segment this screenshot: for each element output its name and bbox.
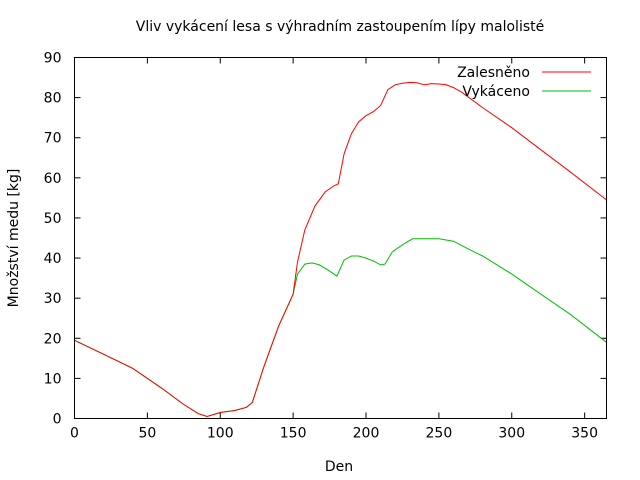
- y-tick-label: 20: [44, 331, 62, 347]
- y-tick-label: 60: [44, 171, 62, 187]
- plot-border: [74, 57, 607, 419]
- y-tick-label: 0: [53, 412, 62, 428]
- series-line-zalesněno: [74, 81, 607, 418]
- y-tick-label: 50: [44, 211, 62, 227]
- legend: Zalesněno Vykáceno: [457, 65, 591, 100]
- y-tick-label: 30: [44, 291, 62, 307]
- y-axis-label: Množství medu [kg]: [6, 169, 22, 308]
- x-tick-label: 350: [571, 426, 598, 442]
- y-tick-label: 90: [44, 51, 62, 67]
- y-tick-label: 40: [44, 251, 62, 267]
- series-line-vykáceno: [74, 238, 607, 418]
- x-tick-label: 100: [207, 426, 234, 442]
- y-tick-label: 10: [44, 371, 62, 387]
- chart-title: Vliv vykácení lesa s výhradním zastoupen…: [136, 19, 544, 35]
- y-tick-label: 80: [44, 91, 62, 107]
- x-tick-label: 50: [138, 426, 156, 442]
- y-tick-label: 70: [44, 131, 62, 147]
- series-layer: [74, 81, 607, 418]
- x-axis-label: Den: [325, 459, 353, 475]
- x-tick-label: 250: [426, 426, 453, 442]
- legend-label: Vykáceno: [462, 84, 530, 100]
- x-tick-label: 300: [498, 426, 525, 442]
- legend-label: Zalesněno: [457, 65, 530, 81]
- x-tick-label: 0: [70, 426, 79, 442]
- x-tick-label: 200: [353, 426, 380, 442]
- axis-ticks: 0 50 100 150 200 250 300 350 0 10 20 30 40 50 60 70 80 90: [44, 51, 607, 442]
- x-tick-label: 150: [280, 426, 307, 442]
